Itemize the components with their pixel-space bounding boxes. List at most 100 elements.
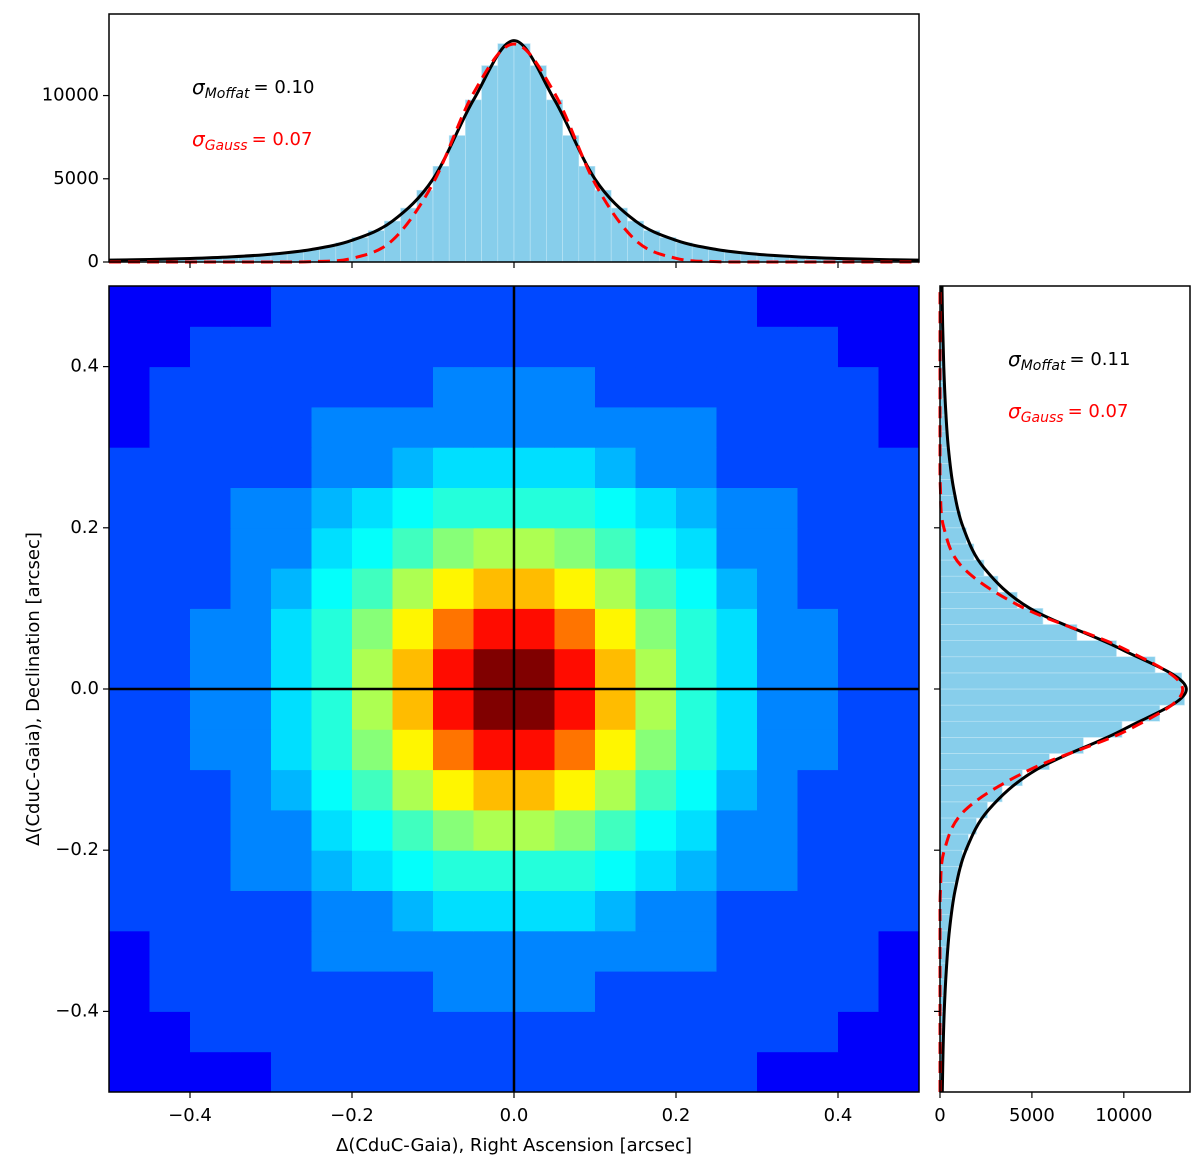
heatmap-cell [595,809,636,851]
heatmap-cell [878,930,920,972]
annotation-symbol: σ [1008,347,1022,371]
heatmap-cell [797,608,839,650]
histogram [939,285,1185,1093]
heatmap-cell [311,689,353,730]
heatmap-cell [757,366,798,408]
heatmap-cell [838,1011,879,1053]
heatmap-cell [838,930,879,972]
heatmap-cell [797,326,839,368]
histogram-bar [497,43,515,263]
heatmap-cell [595,1011,636,1053]
histogram-bar [939,817,977,835]
heatmap-cell [716,850,758,891]
heatmap-cell [635,1051,677,1093]
heatmap-cell [352,608,393,650]
heatmap-cell [757,326,798,368]
heatmap-cell [352,930,393,972]
heatmap-cell [392,648,434,690]
heatmap-cell [716,527,758,569]
heatmap-cell [676,366,717,408]
heatmap-cell [230,286,272,327]
heatmap-cell [392,366,434,408]
annotation: σMoffat = 0.10 [192,75,314,103]
heatmap-cell [514,447,555,488]
heatmap-cell [635,1011,677,1053]
heatmap-cell [554,971,596,1012]
heatmap-cell [392,326,434,368]
histogram-bar [939,866,959,883]
annotation-symbol: σ [192,75,206,99]
heatmap-cell [595,568,636,609]
heatmap-cell [109,447,150,488]
heatmap-cell [878,366,920,408]
heatmap-cell [554,930,596,972]
heatmap-cell [109,890,150,932]
heatmap-cell [149,890,191,932]
heatmap-cell [109,326,150,368]
heatmap-cell [473,366,515,408]
heatmap-cell [716,809,758,851]
heatmap-cell [635,608,677,650]
heatmap-cell [311,930,353,972]
histogram-bar [939,882,955,899]
heatmap-cell [716,1011,758,1053]
heatmap-cell [311,890,353,932]
heatmap-cell [109,406,150,448]
heatmap-cell [838,527,879,569]
heatmap-cell [757,1051,798,1093]
heatmap-cell [514,568,555,609]
annotation-subscript: Moffat [205,86,250,102]
heatmap-cell [878,809,920,851]
heatmap-cell [149,769,191,811]
heatmap-cell [190,648,231,690]
heatmap-cell [311,286,353,327]
heatmap-cell [878,286,920,327]
heatmap-cell [352,1011,393,1053]
histogram-bar [939,704,1160,722]
heatmap-cell [311,527,353,569]
heatmap-cell [392,568,434,609]
heatmap-cell [473,890,515,932]
heatmap-cell [757,769,798,811]
heatmap-cell [514,1051,555,1093]
histogram-bar [643,230,661,263]
heatmap-cell [433,689,474,730]
heatmap-cell [271,608,312,650]
heatmap-cell [554,890,596,932]
heatmap-cell [149,286,191,327]
heatmap-cell [352,286,393,327]
heatmap-cell [392,1011,434,1053]
heatmap-cell [554,809,596,851]
heatmap-cell [149,568,191,609]
heatmap-cell [392,890,434,932]
annotation-subscript: Gauss [1021,410,1064,426]
heatmap-cell [352,850,393,891]
heatmap-cell [473,406,515,448]
heatmap-cell [797,568,839,609]
heatmap-cell [595,527,636,569]
heatmap-cell [635,809,677,851]
heatmap-cell [230,930,272,972]
heatmap-cell [514,527,555,569]
heatmap-cell [595,729,636,771]
heatmap-cell [149,406,191,448]
histogram-bar [367,230,385,263]
heatmap-cell [716,1051,758,1093]
histogram-bar [529,65,547,263]
heatmap-cell [230,568,272,609]
histogram-bar [351,237,369,263]
heatmap-cell [190,447,231,488]
heatmap-cell [878,527,920,569]
heatmap-cell [676,608,717,650]
heatmap-cell [797,1011,839,1053]
heatmap-cell [149,608,191,650]
heatmap-cell [514,769,555,811]
heatmap-cell [311,729,353,771]
heatmap-cell [190,568,231,609]
heatmap-cell [554,1011,596,1053]
histogram-bar [939,608,1044,625]
heatmap-cell [433,568,474,609]
annotation-text: = 0.11 [1070,349,1131,370]
heatmap-cell [514,326,555,368]
heatmap-cell [392,406,434,448]
